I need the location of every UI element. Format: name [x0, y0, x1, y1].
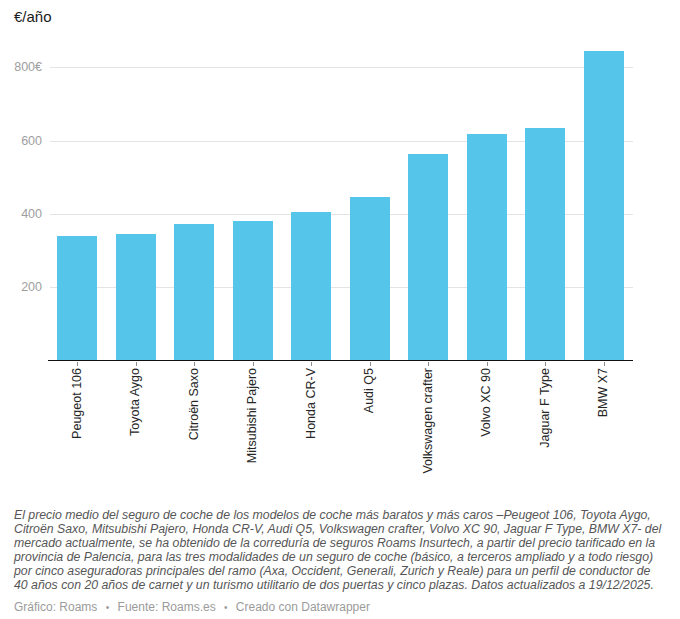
x-axis-label: Citroën Saxo: [188, 368, 201, 488]
y-axis-tick-label: 600: [0, 134, 42, 148]
x-axis-tick: [604, 362, 605, 366]
credit-line: Gráfico: Roams • Fuente: Roams.es • Crea…: [14, 600, 370, 614]
plot-area: 200400600800€Peugeot 106Toyota AygoCitro…: [48, 44, 633, 360]
x-axis-label: Jaguar F Type: [539, 368, 552, 488]
x-axis-label: Honda CR-V: [305, 368, 318, 488]
bar[interactable]: [525, 128, 565, 360]
y-axis-tick-label: 800€: [0, 60, 42, 74]
y-axis-tick-label: 400: [0, 207, 42, 221]
figure: €/año 200400600800€Peugeot 106Toyota Ayg…: [0, 0, 680, 619]
credit-separator: •: [224, 602, 228, 613]
x-axis-tick: [311, 362, 312, 366]
bar[interactable]: [350, 197, 390, 360]
bar[interactable]: [233, 221, 273, 360]
x-axis-label: Audi Q5: [363, 368, 376, 488]
x-axis-tick: [545, 362, 546, 366]
credit-graphic-link[interactable]: Roams: [59, 600, 97, 614]
bar[interactable]: [57, 236, 97, 360]
y-gridline: [50, 67, 633, 68]
bar[interactable]: [291, 212, 331, 360]
bar[interactable]: [467, 134, 507, 360]
x-axis-label: BMW X7: [597, 368, 610, 488]
credit-graphic-label: Gráfico:: [14, 600, 56, 614]
bar-chart: 200 400 600 800€ Peugeot 106 Toyota Aygo Citro…: [0, 0, 680, 492]
credit-source-label: Fuente:: [118, 600, 159, 614]
x-axis-tick: [136, 362, 137, 366]
x-axis-tick: [428, 362, 429, 366]
x-axis-tick: [194, 362, 195, 366]
x-axis-label: Volvo XC 90: [480, 368, 493, 488]
bar[interactable]: [584, 51, 624, 360]
x-axis-tick: [370, 362, 371, 366]
x-axis-tick: [487, 362, 488, 366]
x-axis-tick: [253, 362, 254, 366]
credit-created-link[interactable]: Datawrapper: [301, 600, 370, 614]
x-axis-tick: [77, 362, 78, 366]
x-axis-label: Peugeot 106: [71, 368, 84, 488]
credit-separator: •: [106, 602, 110, 613]
x-axis-label: Toyota Aygo: [129, 368, 142, 488]
credit-created-label: Creado con: [236, 600, 298, 614]
bar[interactable]: [408, 154, 448, 360]
credit-source-link[interactable]: Roams.es: [162, 600, 216, 614]
bar[interactable]: [174, 224, 214, 360]
bar[interactable]: [116, 234, 156, 360]
chart-notes: El precio medio del seguro de coche de l…: [14, 509, 666, 592]
x-axis-label: Mitsubishi Pajero: [246, 368, 259, 488]
y-axis-tick-label: 200: [0, 280, 42, 294]
x-axis-label: Volkswagen crafter: [422, 368, 435, 488]
